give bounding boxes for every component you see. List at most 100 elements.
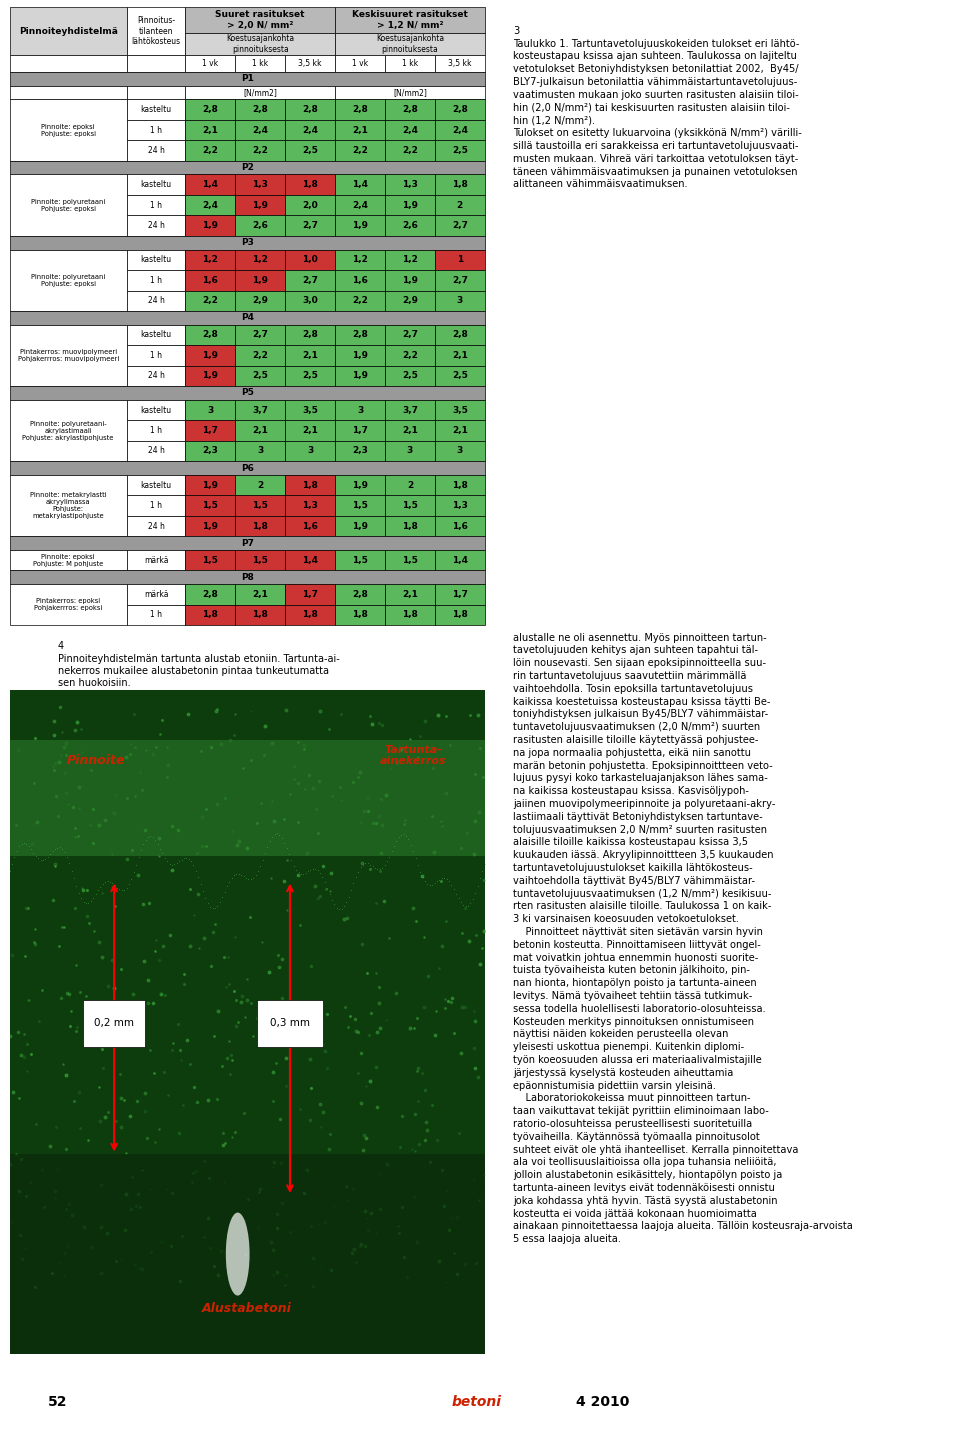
Point — [239, 989, 254, 1012]
Point — [467, 844, 482, 867]
Point — [109, 1022, 125, 1045]
Point — [153, 1230, 168, 1253]
Point — [163, 1234, 179, 1257]
Point — [444, 1206, 460, 1229]
Point — [3, 1152, 18, 1175]
Point — [334, 789, 349, 812]
Text: 2,2: 2,2 — [352, 296, 368, 305]
Bar — [435, 119, 485, 141]
Point — [92, 1109, 108, 1132]
Point — [93, 1174, 108, 1197]
Point — [227, 724, 242, 747]
Text: 2,8: 2,8 — [452, 331, 468, 339]
Point — [48, 752, 63, 775]
Point — [238, 1006, 253, 1029]
Text: 2,1: 2,1 — [402, 589, 418, 599]
Bar — [185, 325, 235, 345]
Text: 1,4: 1,4 — [302, 556, 318, 565]
Text: 1 kk: 1 kk — [252, 59, 268, 68]
Point — [6, 1081, 21, 1104]
Point — [409, 1230, 424, 1253]
Point — [166, 1030, 181, 1053]
Text: 2,1: 2,1 — [252, 589, 268, 599]
Text: Alustabetoni: Alustabetoni — [203, 1302, 292, 1315]
Point — [79, 904, 94, 927]
Point — [48, 1115, 63, 1138]
Text: 1 vk: 1 vk — [203, 59, 218, 68]
Point — [170, 818, 185, 841]
Point — [274, 1151, 289, 1174]
Point — [372, 1016, 388, 1039]
Point — [437, 987, 452, 1010]
Bar — [185, 420, 235, 441]
Point — [157, 984, 173, 1007]
Point — [29, 1112, 44, 1135]
Point — [160, 1083, 176, 1106]
Point — [128, 785, 143, 808]
Bar — [127, 583, 185, 605]
Bar — [235, 270, 285, 290]
Point — [411, 1132, 426, 1155]
Bar — [385, 174, 435, 195]
Text: 3,5 kk: 3,5 kk — [448, 59, 471, 68]
Point — [176, 973, 191, 996]
Point — [395, 1196, 410, 1219]
Text: 2,8: 2,8 — [203, 589, 218, 599]
Bar — [10, 236, 485, 250]
Point — [114, 1247, 130, 1270]
Point — [431, 1250, 446, 1273]
Point — [216, 1171, 231, 1194]
Point — [47, 708, 62, 731]
Bar — [235, 250, 285, 270]
Point — [265, 1263, 280, 1286]
Point — [27, 1276, 42, 1299]
Text: 1,4: 1,4 — [452, 556, 468, 565]
Point — [105, 844, 120, 867]
Text: 1,9: 1,9 — [352, 480, 368, 490]
Point — [18, 897, 34, 920]
Bar — [185, 550, 235, 570]
Point — [434, 815, 449, 838]
Point — [265, 1089, 280, 1112]
Point — [151, 1118, 166, 1141]
Point — [474, 935, 490, 958]
Bar — [335, 474, 385, 496]
Text: 2,2: 2,2 — [402, 147, 418, 155]
Bar — [235, 550, 285, 570]
Bar — [335, 86, 485, 99]
Bar — [285, 141, 335, 161]
Bar — [285, 325, 335, 345]
Point — [266, 1150, 281, 1173]
Point — [220, 946, 235, 969]
Point — [137, 818, 153, 841]
Text: märkä: märkä — [144, 589, 168, 599]
Point — [100, 1101, 115, 1124]
Point — [368, 1221, 383, 1244]
Point — [224, 1048, 239, 1071]
Point — [395, 1104, 410, 1127]
Point — [59, 1234, 74, 1257]
Bar — [385, 496, 435, 516]
Bar — [435, 345, 485, 365]
Point — [365, 812, 380, 835]
Point — [410, 1056, 425, 1079]
Point — [362, 1069, 377, 1092]
Bar — [385, 441, 435, 461]
Bar — [385, 270, 435, 290]
Text: 1,9: 1,9 — [252, 201, 268, 210]
Point — [204, 736, 219, 759]
Text: 1,5: 1,5 — [252, 556, 268, 565]
Text: Pintakerros: epoksi
Pohjakerrros: epoksi: Pintakerros: epoksi Pohjakerrros: epoksi — [34, 598, 103, 611]
Point — [415, 1061, 430, 1083]
Point — [50, 805, 65, 828]
Point — [59, 743, 74, 766]
Point — [119, 848, 134, 871]
Point — [119, 786, 134, 809]
Text: 2,1: 2,1 — [452, 425, 468, 435]
Point — [453, 1042, 468, 1065]
Point — [27, 933, 42, 956]
Point — [352, 1234, 368, 1257]
Point — [301, 763, 317, 786]
Point — [118, 1183, 133, 1206]
Text: 2,0: 2,0 — [302, 201, 318, 210]
